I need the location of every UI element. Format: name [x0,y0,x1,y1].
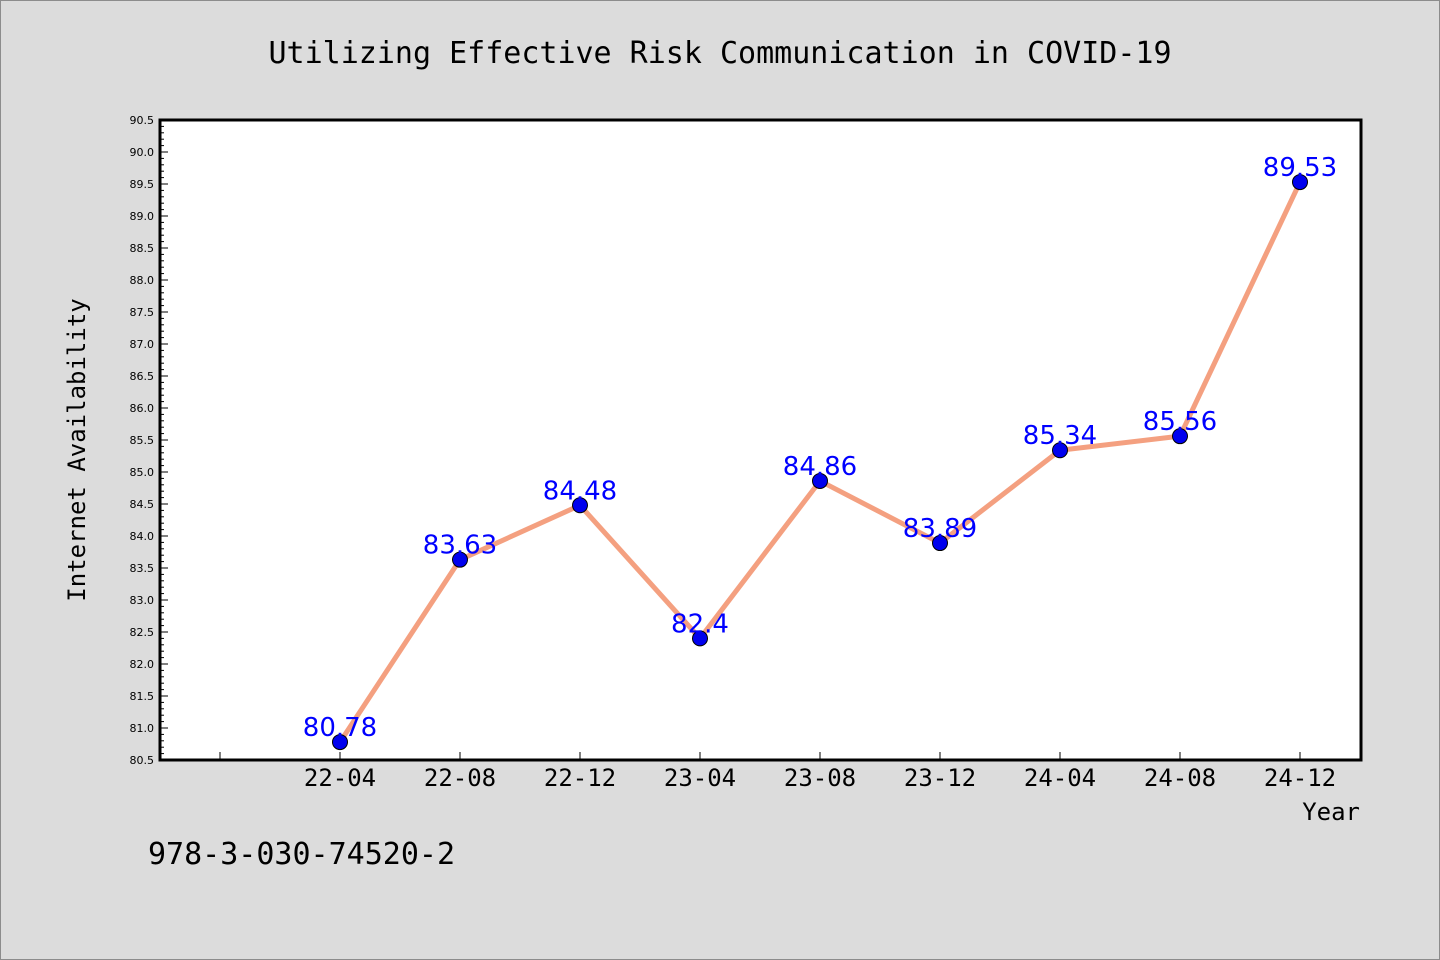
data-point [812,472,828,489]
y-tick-label: 89.0 [130,210,155,223]
x-tick-label: 22-08 [424,764,496,792]
y-tick-label: 81.0 [130,722,155,735]
data-label: 80.78 [303,713,377,743]
isbn-text: 978-3-030-74520-2 [148,837,455,872]
y-tick-label: 85.5 [130,434,155,447]
x-tick-label: 23-08 [784,764,856,792]
y-tick-label: 86.0 [130,402,155,415]
x-tick-label: 22-12 [544,764,616,792]
y-axis: 80.5 81.0 81.5 82.0 82.5 83.0 83.5 84.0 84.5 85.0… [130,114,168,767]
data-label: 85.34 [1023,421,1097,451]
y-tick-label: 83.0 [130,594,155,607]
y-tick-label: 87.5 [130,306,155,319]
data-label: 84.86 [783,452,857,482]
x-tick-label: 23-04 [664,764,736,792]
y-tick-label: 90.5 [130,114,155,127]
data-label: 83.89 [903,514,977,544]
y-tick-label: 89.5 [130,178,155,191]
y-tick-label: 84.0 [130,530,155,543]
x-tick-label: 24-04 [1024,764,1096,792]
y-axis-label: Internet Availability [63,298,91,601]
data-label: 83.63 [423,531,497,561]
data-point [932,535,948,552]
data-point [692,630,708,647]
x-tick-label: 24-08 [1144,764,1216,792]
x-tick-label: 24-12 [1264,764,1336,792]
y-tick-label: 84.5 [130,498,155,511]
data-point [1292,174,1308,191]
chart-title: Utilizing Effective Risk Communication i… [268,36,1171,71]
plot-border [158,118,1363,762]
data-label: 82.4 [671,609,729,639]
data-point [332,734,348,751]
series-group: 80.78 83.63 84.48 82.4 84.86 83.89 85.34 85.56 8… [303,153,1337,751]
y-tick-label: 82.0 [130,658,155,671]
data-point [1052,442,1068,459]
y-tick-label: 85.0 [130,466,155,479]
y-tick-label: 90.0 [130,146,155,159]
x-tick-label: 22-04 [304,764,376,792]
data-point [1172,428,1188,445]
y-tick-label: 80.5 [130,754,155,767]
y-tick-label: 88.0 [130,274,155,287]
data-point [452,551,468,568]
x-axis: 22-04 22-08 22-12 23-04 23-08 23-12 24-04 24-08… [219,752,1336,792]
x-tick-label: 23-12 [904,764,976,792]
y-tick-label: 87.0 [130,338,155,351]
y-tick-label: 86.5 [130,370,155,383]
data-point [572,497,588,514]
data-label: 89.53 [1263,153,1337,183]
y-tick-label: 88.5 [130,242,155,255]
x-axis-label: Year [1302,798,1360,826]
y-tick-label: 82.5 [130,626,155,639]
data-label: 84.48 [543,476,617,506]
y-tick-label: 83.5 [130,562,155,575]
y-tick-label: 81.5 [130,690,155,703]
data-label: 85.56 [1143,407,1217,437]
